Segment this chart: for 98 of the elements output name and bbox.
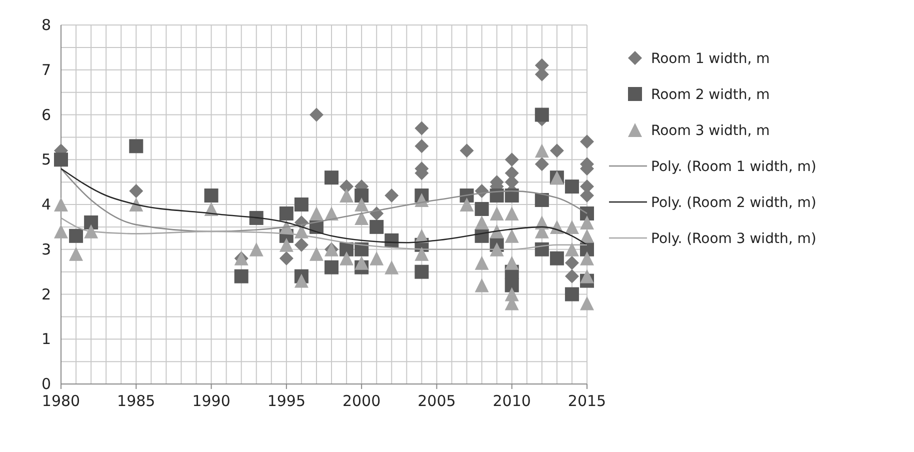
point [54,198,68,212]
legend-label: Poly. (Room 2 width, m) [651,195,816,211]
x-tick-label: 1980 [42,392,80,410]
point [414,246,429,261]
point [460,144,474,158]
y-tick-label: 4 [41,196,51,214]
point [534,242,549,256]
point [309,246,324,261]
legend-label: Poly. (Room 3 width, m) [651,231,816,247]
legend-label: Poly. (Room 1 width, m) [651,159,816,175]
legend-label: Room 1 width, m [651,51,770,67]
point [354,210,369,225]
point [580,228,594,243]
point [504,256,519,270]
point [460,198,474,212]
point [534,193,549,208]
x-tick-label: 1985 [117,392,156,410]
point [504,228,519,243]
point [490,224,504,238]
point [580,296,594,310]
point [414,139,429,154]
x-tick-label: 2005 [418,392,456,410]
point [534,108,549,122]
point [234,269,248,284]
point [249,210,264,225]
x-tick-label: 1990 [192,392,230,410]
point [504,206,519,220]
point [370,251,384,266]
point [129,184,144,198]
point [249,242,264,256]
x-tick-label: 2015 [568,392,606,410]
point [474,215,489,230]
point [69,246,84,261]
point [340,251,354,266]
point [54,224,68,238]
point [354,256,369,270]
x-tick-label: 2000 [342,392,381,410]
point [580,215,594,230]
point [564,180,579,194]
point [279,238,294,252]
point [279,251,294,266]
legend-label: Room 3 width, m [651,123,770,139]
y-tick-label: 5 [41,150,51,169]
point [474,202,489,216]
point [84,224,98,238]
point [414,264,429,279]
point [384,260,399,274]
point [580,134,594,149]
y-tick-label: 2 [41,285,51,304]
point [279,206,294,220]
point [370,220,384,234]
point [414,121,429,136]
point [564,242,579,256]
point [294,198,308,212]
y-tick-label: 0 [41,375,51,393]
point [204,188,218,203]
y-tick-label: 8 [41,16,51,34]
point [550,251,564,266]
point [564,256,579,270]
point [324,170,339,185]
y-tick-label: 1 [41,330,51,348]
point [340,180,354,194]
point [354,198,369,212]
point [324,260,339,274]
point [84,215,98,230]
point [354,188,369,203]
point [384,188,399,203]
point [504,152,519,167]
point [564,220,579,234]
point [564,269,579,284]
point [490,206,504,220]
point [580,251,594,266]
point [129,198,144,212]
legend-label: Room 2 width, m [651,87,770,103]
point [354,242,369,256]
y-tick-label: 7 [41,60,51,79]
point [564,287,579,302]
point [309,108,324,122]
y-tick-label: 3 [41,240,51,258]
point [534,144,549,158]
point [69,228,84,243]
point [309,206,324,220]
y-tick-label: 6 [41,106,51,124]
point [534,157,549,172]
point [340,188,354,203]
x-tick-label: 1995 [267,392,306,410]
point [294,238,308,252]
point [504,188,519,203]
point [294,274,308,288]
x-tick-label: 2010 [492,392,531,410]
point [580,269,594,284]
point [129,139,144,154]
point [54,152,68,167]
point [550,144,564,158]
point [474,278,489,292]
point [490,242,504,256]
point [474,256,489,270]
point [490,188,504,203]
